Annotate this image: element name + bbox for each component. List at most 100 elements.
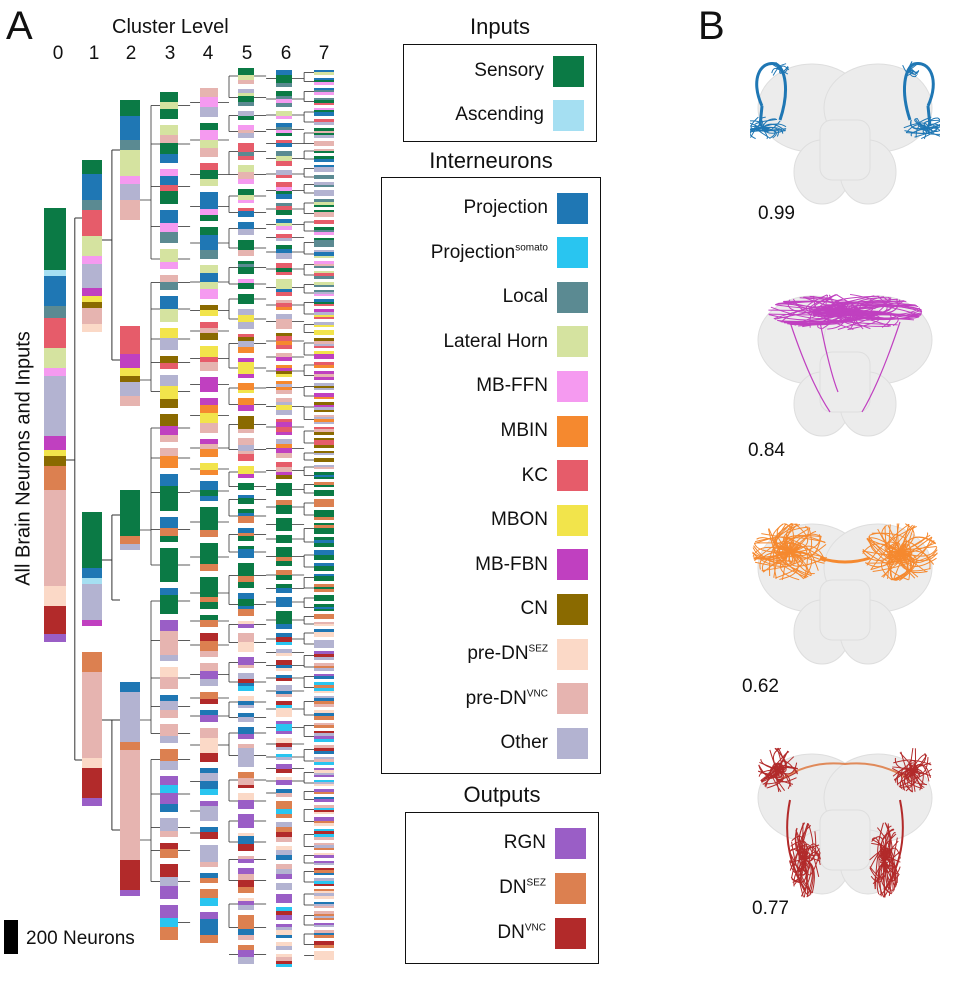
neuron-arbor bbox=[758, 747, 933, 898]
brain-outline-with-neuron bbox=[757, 747, 933, 898]
cluster-bar-segment bbox=[160, 185, 178, 191]
cluster-bar-segment bbox=[200, 123, 218, 130]
cluster-bar-segment bbox=[314, 748, 334, 751]
cluster-bar-segment bbox=[314, 537, 334, 540]
cluster-bar-segment bbox=[160, 399, 178, 408]
cluster-bar-segment bbox=[314, 477, 334, 479]
cluster-bar-segment bbox=[314, 122, 334, 125]
cluster-bar-segment bbox=[200, 873, 218, 878]
cluster-bar-segment bbox=[276, 754, 292, 757]
cluster-bar-segment bbox=[160, 275, 178, 282]
cluster-bar-segment bbox=[160, 655, 178, 661]
cluster-bar-segment bbox=[200, 522, 218, 530]
cluster-bar-segment bbox=[200, 768, 218, 773]
cluster-bar-segment bbox=[314, 891, 334, 893]
cluster-bar-segment bbox=[314, 731, 334, 733]
cluster-bar-segment bbox=[314, 550, 334, 552]
cluster-bar-segment bbox=[276, 633, 292, 637]
cluster-bar-segment bbox=[238, 130, 254, 133]
cluster-bar-segment bbox=[238, 576, 254, 582]
cluster-bar-segment bbox=[276, 846, 292, 850]
panel-b-letter: B bbox=[698, 4, 725, 48]
cluster-bar-segment bbox=[276, 518, 292, 521]
cluster-bar-segment bbox=[314, 505, 334, 507]
cluster-bar-segment bbox=[314, 792, 334, 794]
cluster-bar-segment bbox=[44, 634, 66, 642]
legend-item-label: MB-FBN bbox=[475, 553, 548, 575]
cluster-bar-segment bbox=[238, 778, 254, 785]
cluster-bar-segment bbox=[200, 789, 218, 795]
cluster-bar-segment bbox=[200, 710, 218, 715]
cluster-bar-segment bbox=[276, 887, 292, 890]
cluster-bar-segment bbox=[238, 713, 254, 717]
cluster-bar-segment bbox=[200, 845, 218, 855]
cluster-bar-segment bbox=[238, 156, 254, 160]
cluster-bar-segment bbox=[314, 485, 334, 487]
cluster-bar-segment bbox=[200, 200, 218, 209]
cluster-bar-segment bbox=[238, 734, 254, 739]
cluster-bar-segment bbox=[276, 535, 292, 538]
cluster-bar-segment bbox=[314, 210, 334, 212]
cluster-bar-segment bbox=[314, 957, 334, 960]
cluster-bar-segment bbox=[314, 645, 334, 648]
cluster-bar-segment bbox=[314, 759, 334, 762]
cluster-bar-segment bbox=[276, 721, 292, 724]
cluster-bar-segment bbox=[238, 633, 254, 636]
cluster-bar-segment bbox=[200, 209, 218, 215]
cluster-bar-segment bbox=[276, 883, 292, 887]
cluster-bar-segment bbox=[238, 593, 254, 599]
cluster-bar-segment bbox=[238, 645, 254, 652]
cluster-bar-segment bbox=[276, 353, 292, 357]
cluster-bar-segment bbox=[314, 933, 334, 935]
cluster-bar-segment bbox=[314, 493, 334, 496]
legend-item: RGN bbox=[504, 826, 586, 860]
cluster-bar-segment bbox=[276, 402, 292, 405]
cluster-bar-segment bbox=[314, 417, 334, 419]
cluster-bar-segment bbox=[160, 918, 178, 927]
cluster-bar-segment bbox=[314, 780, 334, 782]
cluster-bar-segment bbox=[276, 333, 292, 336]
cluster-bar-segment bbox=[276, 371, 292, 374]
cluster-bar-segment bbox=[276, 694, 292, 697]
cluster-bar-segment bbox=[314, 103, 334, 105]
cluster-bar-segment bbox=[120, 396, 140, 406]
cluster-bar-segment bbox=[276, 194, 292, 199]
cluster-bar-segment bbox=[200, 405, 218, 413]
cluster-bar-segment bbox=[314, 943, 334, 945]
cluster-bar-segment bbox=[314, 904, 334, 906]
cluster-bar-segment bbox=[314, 902, 334, 904]
cluster-bar-segment bbox=[314, 362, 334, 365]
cluster-bar-segment bbox=[314, 357, 334, 359]
cluster-bar-segment bbox=[314, 167, 334, 170]
cluster-bar-segment bbox=[314, 545, 334, 547]
legend-item: Other bbox=[500, 726, 588, 760]
cluster-bar-segment bbox=[276, 701, 292, 705]
cluster-bar-segment bbox=[238, 673, 254, 679]
cluster-bar-segment bbox=[314, 916, 334, 918]
cluster-bar-segment bbox=[276, 472, 292, 475]
cluster-bar-segment bbox=[314, 566, 334, 568]
cluster-bar-segment bbox=[160, 877, 178, 886]
cluster-bar-segment bbox=[314, 351, 334, 354]
cluster-bar-segment bbox=[200, 543, 218, 551]
cluster-bar-segment bbox=[314, 552, 334, 555]
cluster-bar-segment bbox=[44, 606, 66, 634]
neuron-example bbox=[750, 282, 940, 457]
cluster-bar-segment bbox=[276, 961, 292, 964]
cluster-bar-segment bbox=[314, 654, 334, 657]
cluster-bar-segment bbox=[314, 770, 334, 773]
cluster-bar-segment bbox=[314, 159, 334, 162]
cluster-bar-segment bbox=[238, 229, 254, 235]
cluster-bar-segment bbox=[314, 589, 334, 592]
cluster-bar-segment bbox=[276, 245, 292, 249]
cluster-bar-segment bbox=[238, 211, 254, 217]
cluster-bar-segment bbox=[200, 615, 218, 620]
cluster-bar-segment bbox=[160, 927, 178, 940]
cluster-bar-segment bbox=[238, 466, 254, 471]
cluster-bar-segment bbox=[160, 282, 178, 290]
cluster-level-column bbox=[276, 70, 292, 967]
cluster-bar-segment bbox=[238, 755, 254, 762]
cluster-bar-segment bbox=[276, 624, 292, 629]
cluster-bar-segment bbox=[314, 893, 334, 896]
cluster-bar-segment bbox=[276, 223, 292, 226]
